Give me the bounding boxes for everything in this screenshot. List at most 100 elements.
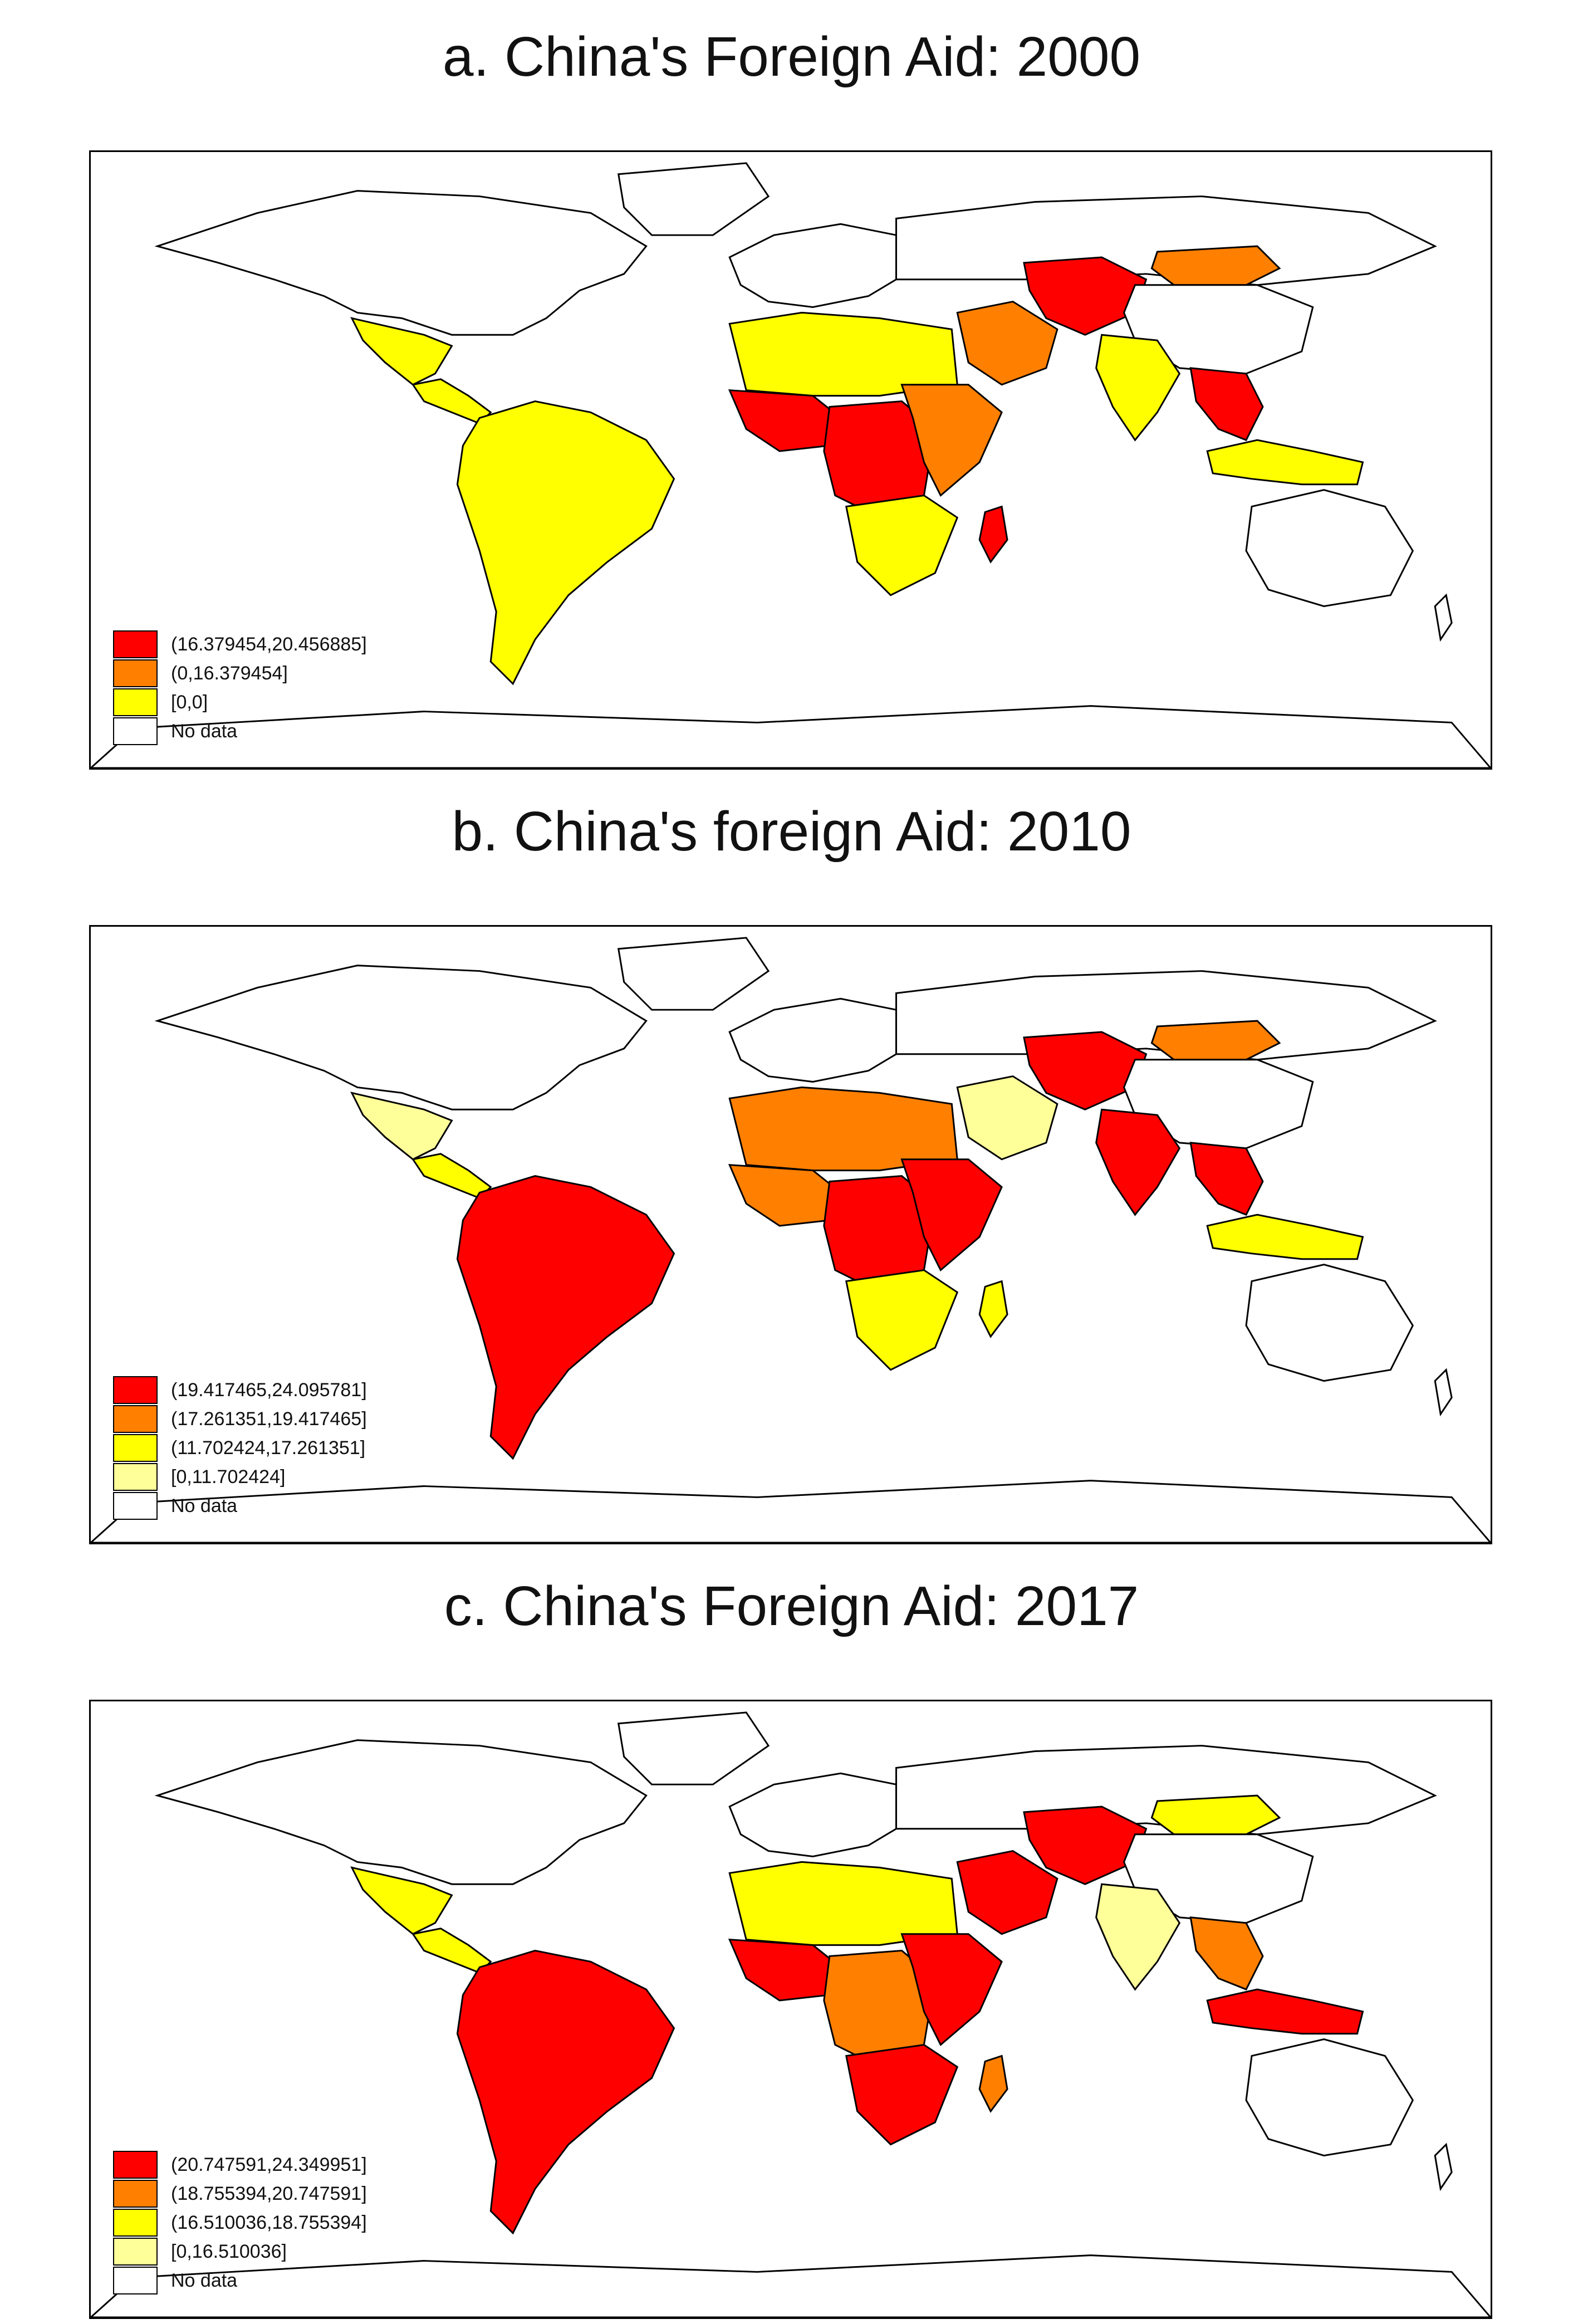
- region-southeast-asia: [1189, 1916, 1264, 1991]
- region-north-africa: [728, 1086, 958, 1172]
- legend-item: [0,16.510036]: [113, 2237, 367, 2266]
- map-frame: (19.417465,24.095781] (17.261351,19.41746…: [89, 925, 1492, 1544]
- legend-item: [0,11.702424]: [113, 1462, 367, 1491]
- legend-swatch: [113, 1434, 158, 1462]
- region-southern-africa: [845, 2044, 959, 2146]
- region-middle-east: [956, 1075, 1058, 1161]
- legend-swatch: [113, 2267, 158, 2294]
- legend-label: (0,16.379454]: [171, 662, 288, 684]
- map-frame: (20.747591,24.349951] (18.755394,20.74759…: [89, 1700, 1492, 2319]
- panel-c: c. China's Foreign Aid: 2017: [0, 1549, 1583, 2324]
- panel-b: b. China's foreign Aid: 2010: [0, 775, 1583, 1549]
- legend-label: No data: [171, 2269, 238, 2291]
- region-madagascar: [978, 1280, 1008, 1338]
- legend-item: (19.417465,24.095781]: [113, 1376, 367, 1405]
- region-south-america: [456, 1950, 675, 2235]
- region-greenland: [617, 937, 770, 1011]
- region-north-america: [154, 1739, 648, 1885]
- region-south-america: [456, 1175, 675, 1460]
- region-southeast-asia: [1189, 367, 1264, 442]
- legend-item: (0,16.379454]: [113, 659, 367, 688]
- region-central-america: [411, 378, 492, 425]
- region-new-zealand: [1434, 1368, 1453, 1417]
- region-southern-africa: [845, 495, 959, 596]
- region-east-africa: [900, 1933, 1003, 2047]
- legend-swatch: [113, 2180, 158, 2208]
- legend-swatch: [113, 717, 158, 745]
- region-middle-east: [956, 1850, 1058, 1935]
- region-north-america: [154, 190, 648, 336]
- region-europe: [728, 997, 898, 1083]
- region-madagascar: [978, 2054, 1008, 2113]
- region-indonesia: [1206, 1214, 1364, 1260]
- legend-swatch: [113, 688, 158, 716]
- legend-swatch: [113, 1405, 158, 1433]
- region-antarctica: [91, 1480, 1491, 1543]
- legend-swatch: [113, 2209, 158, 2237]
- legend-label: No data: [171, 720, 238, 742]
- region-madagascar: [978, 505, 1008, 564]
- legend-swatch: [113, 2151, 158, 2179]
- region-greenland: [617, 1711, 770, 1785]
- legend-item: (18.755394,20.747591]: [113, 2179, 367, 2208]
- map-frame: (16.379454,20.456885] (0,16.379454] [0,0] N…: [89, 150, 1492, 770]
- panel-title: c. China's Foreign Aid: 2017: [444, 1575, 1139, 1637]
- region-mexico: [350, 1092, 453, 1161]
- region-west-africa: [728, 389, 842, 452]
- region-southeast-asia: [1189, 1142, 1264, 1216]
- legend-item: No data: [113, 717, 367, 746]
- region-north-america: [154, 965, 648, 1110]
- region-antarctica: [91, 2254, 1491, 2317]
- legend: (20.747591,24.349951] (18.755394,20.74759…: [113, 2150, 367, 2295]
- region-india: [1095, 1108, 1181, 1216]
- region-new-zealand: [1434, 2142, 1453, 2191]
- legend-swatch: [113, 630, 158, 658]
- legend-swatch: [113, 2238, 158, 2266]
- region-mexico: [350, 1866, 453, 1935]
- legend-label: (18.755394,20.747591]: [171, 2183, 367, 2204]
- legend-item: (17.261351,19.417465]: [113, 1405, 367, 1433]
- region-europe: [728, 223, 898, 308]
- region-east-africa: [900, 1158, 1003, 1272]
- legend-item: (16.510036,18.755394]: [113, 2208, 367, 2237]
- region-new-zealand: [1434, 593, 1453, 642]
- panel-title: b. China's foreign Aid: 2010: [452, 800, 1131, 863]
- legend-label: (11.702424,17.261351]: [171, 1437, 366, 1459]
- region-central-america: [411, 1153, 492, 1200]
- legend-label: No data: [171, 1495, 238, 1516]
- legend-item: (16.379454,20.456885]: [113, 630, 367, 659]
- region-indonesia: [1206, 439, 1364, 486]
- region-southern-africa: [845, 1269, 959, 1371]
- region-west-africa: [728, 1939, 842, 2002]
- region-australia: [1245, 2038, 1414, 2157]
- legend-item: [0,0]: [113, 688, 367, 717]
- legend-swatch: [113, 659, 158, 687]
- region-central-asia: [1023, 1031, 1148, 1110]
- legend-item: No data: [113, 1491, 367, 1520]
- legend-item: No data: [113, 2266, 367, 2295]
- region-india: [1095, 1883, 1181, 1991]
- region-mexico: [350, 317, 453, 386]
- legend-label: [0,16.510036]: [171, 2240, 287, 2262]
- legend-swatch: [113, 1492, 158, 1520]
- legend: (16.379454,20.456885] (0,16.379454] [0,0] N…: [113, 630, 367, 746]
- legend-label: [0,11.702424]: [171, 1466, 286, 1488]
- legend-label: (19.417465,24.095781]: [171, 1379, 367, 1401]
- region-india: [1095, 334, 1181, 442]
- legend: (19.417465,24.095781] (17.261351,19.41746…: [113, 1376, 367, 1520]
- region-north-africa: [728, 1861, 958, 1946]
- legend-swatch: [113, 1463, 158, 1491]
- region-greenland: [617, 162, 770, 236]
- legend-item: (11.702424,17.261351]: [113, 1433, 367, 1462]
- region-indonesia: [1206, 1988, 1364, 2035]
- region-australia: [1245, 1264, 1414, 1382]
- legend-label: (16.379454,20.456885]: [171, 633, 367, 655]
- region-australia: [1245, 489, 1414, 608]
- region-central-america: [411, 1927, 492, 1974]
- legend-label: [0,0]: [171, 691, 208, 713]
- region-central-asia: [1023, 1806, 1148, 1885]
- legend-item: (20.747591,24.349951]: [113, 2150, 367, 2179]
- region-east-africa: [900, 384, 1003, 497]
- region-europe: [728, 1772, 898, 1857]
- panel-a: a. China's Foreign Aid: 2000: [0, 0, 1583, 775]
